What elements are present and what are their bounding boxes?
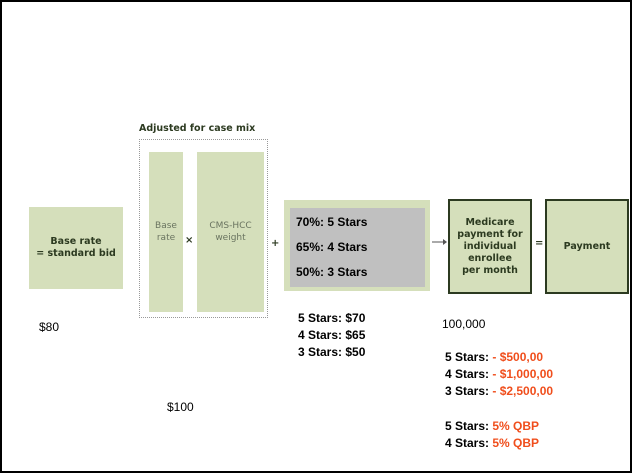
- amount: $100: [167, 400, 194, 414]
- text-line: rate: [156, 233, 176, 243]
- operator: ×: [185, 235, 194, 246]
- star-rate: 50%: 3 Stars: [296, 265, 368, 279]
- penalty-label: 5 Stars:: [445, 350, 490, 364]
- star-payment: 5 Stars: $70: [298, 311, 366, 325]
- star-payment: 4 Stars: $65: [298, 328, 366, 342]
- operator: +: [271, 238, 280, 249]
- text-line: weight: [215, 233, 246, 243]
- operator: =: [535, 238, 544, 249]
- text-line: CMS-HCC: [209, 221, 252, 231]
- qbp-amount: 5% QBP: [492, 436, 540, 450]
- penalty-label: 4 Stars:: [445, 367, 490, 381]
- penalty: 3 Stars: - $2,500,00: [445, 384, 553, 398]
- text-line: individual: [463, 240, 517, 252]
- amount: 100,000: [442, 317, 486, 331]
- penalty-amount: - $2,500,00: [492, 384, 554, 398]
- base-column: Base rate: [149, 152, 183, 312]
- payment-box: Payment: [545, 199, 629, 294]
- qbp: 4 Stars: 5% QBP: [445, 436, 539, 450]
- qbp-amount: 5% QBP: [492, 419, 540, 433]
- text-line: = standard bid: [36, 248, 116, 259]
- dotted-frame: [139, 139, 268, 318]
- medicare-box: Medicare payment for individual enrollee…: [448, 199, 532, 294]
- penalty-amount: - $500,00: [492, 350, 544, 364]
- text-line: Base: [155, 221, 177, 231]
- text-line: enrollee: [468, 252, 512, 264]
- arrow: [432, 239, 447, 245]
- caption: Adjusted for case mix: [139, 123, 256, 134]
- star-rate: 65%: 4 Stars: [296, 240, 368, 254]
- star-payment: 3 Stars: $50: [298, 345, 366, 359]
- text-line: Base rate: [50, 236, 102, 247]
- qbp: 5 Stars: 5% QBP: [445, 419, 539, 433]
- penalty: 5 Stars: - $500,00: [445, 350, 543, 364]
- penalty-amount: - $1,000,00: [492, 367, 554, 381]
- text-line: payment for: [457, 228, 523, 240]
- penalty: 4 Stars: - $1,000,00: [445, 367, 553, 381]
- text-line: Medicare: [465, 216, 515, 228]
- amount: $80: [39, 320, 60, 334]
- penalty-label: 3 Stars:: [445, 384, 490, 398]
- weight-column: CMS-HCC weight: [197, 152, 264, 312]
- star-rate: 70%: 5 Stars: [296, 215, 368, 229]
- text-line: per month: [462, 264, 518, 276]
- qbp-label: 4 Stars:: [445, 436, 490, 450]
- base-box: Base rate = standard bid: [29, 207, 123, 289]
- rate-panel: 70%: 5 Stars 65%: 4 Stars 50%: 3 Stars: [290, 208, 425, 287]
- qbp-label: 5 Stars:: [445, 419, 490, 433]
